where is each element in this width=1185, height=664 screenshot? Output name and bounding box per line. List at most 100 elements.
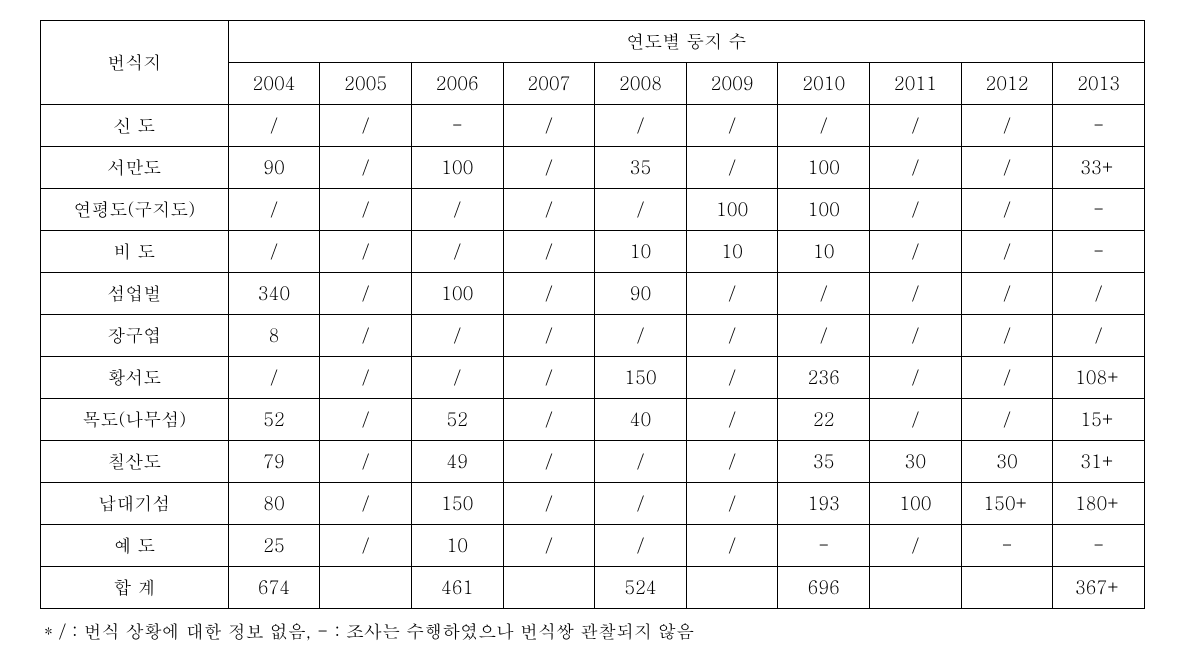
cell-value: / xyxy=(686,315,778,357)
cell-value: 35 xyxy=(595,147,687,189)
table-row: 섬업벌340/100/90///// xyxy=(41,273,1145,315)
cell-value: - xyxy=(1053,105,1145,147)
cell-value: 100 xyxy=(686,189,778,231)
cell-value: 193 xyxy=(778,483,870,525)
cell-value xyxy=(503,567,595,609)
cell-value: 100 xyxy=(778,147,870,189)
cell-value: 461 xyxy=(411,567,503,609)
cell-value: / xyxy=(503,357,595,399)
cell-value xyxy=(686,567,778,609)
cell-value: / xyxy=(870,525,962,567)
year-header: 2006 xyxy=(411,63,503,105)
cell-value: 10 xyxy=(778,231,870,273)
row-label: 연평도(구지도) xyxy=(41,189,229,231)
cell-value: 80 xyxy=(228,483,320,525)
cell-value: / xyxy=(503,147,595,189)
cell-value: / xyxy=(595,483,687,525)
cell-value: 340 xyxy=(228,273,320,315)
cell-value: 79 xyxy=(228,441,320,483)
cell-value: / xyxy=(503,483,595,525)
row-label: 서만도 xyxy=(41,147,229,189)
cell-value: / xyxy=(228,105,320,147)
table-row: 납대기섬80/150///193100150+180+ xyxy=(41,483,1145,525)
cell-value: 10 xyxy=(595,231,687,273)
cell-value: / xyxy=(503,231,595,273)
cell-value: - xyxy=(411,105,503,147)
cell-value: / xyxy=(686,525,778,567)
cell-value: 367+ xyxy=(1053,567,1145,609)
cell-value: 696 xyxy=(778,567,870,609)
cell-value: - xyxy=(961,525,1053,567)
cell-value: / xyxy=(686,441,778,483)
cell-value: / xyxy=(870,189,962,231)
cell-value: / xyxy=(503,105,595,147)
cell-value: / xyxy=(320,399,412,441)
cell-value: 15+ xyxy=(1053,399,1145,441)
cell-value: / xyxy=(503,189,595,231)
cell-value: 674 xyxy=(228,567,320,609)
cell-value: / xyxy=(320,189,412,231)
cell-value: / xyxy=(320,357,412,399)
cell-value: / xyxy=(870,273,962,315)
cell-value: 33+ xyxy=(1053,147,1145,189)
cell-value: / xyxy=(870,105,962,147)
cell-value: 10 xyxy=(686,231,778,273)
cell-value: / xyxy=(961,105,1053,147)
cell-value: / xyxy=(411,315,503,357)
cell-value: / xyxy=(870,399,962,441)
cell-value: 100 xyxy=(870,483,962,525)
cell-value: / xyxy=(961,357,1053,399)
year-header: 2013 xyxy=(1053,63,1145,105)
cell-value: - xyxy=(778,525,870,567)
cell-value: - xyxy=(1053,231,1145,273)
table-row: 신 도//-//////- xyxy=(41,105,1145,147)
row-label: 장구엽 xyxy=(41,315,229,357)
cell-value: 30 xyxy=(961,441,1053,483)
cell-value: 30 xyxy=(870,441,962,483)
cell-value: / xyxy=(778,315,870,357)
cell-value: / xyxy=(686,399,778,441)
cell-value: / xyxy=(961,315,1053,357)
table-row: 합 계674 461 524 696 367+ xyxy=(41,567,1145,609)
cell-value: / xyxy=(320,273,412,315)
cell-value: / xyxy=(411,357,503,399)
cell-value: / xyxy=(411,189,503,231)
table-row: 칠산도79/49///35303031+ xyxy=(41,441,1145,483)
table-row: 황서도////150/236//108+ xyxy=(41,357,1145,399)
cell-value: / xyxy=(320,315,412,357)
cell-value: 10 xyxy=(411,525,503,567)
cell-value: / xyxy=(961,399,1053,441)
cell-value: / xyxy=(595,525,687,567)
cell-value: / xyxy=(686,147,778,189)
cell-value: 49 xyxy=(411,441,503,483)
row-label: 예 도 xyxy=(41,525,229,567)
row-label: 황서도 xyxy=(41,357,229,399)
cell-value: / xyxy=(778,105,870,147)
cell-value: 25 xyxy=(228,525,320,567)
cell-value: / xyxy=(595,105,687,147)
column-group-header: 연도별 둥지 수 xyxy=(228,21,1144,63)
cell-value: - xyxy=(1053,189,1145,231)
cell-value: 22 xyxy=(778,399,870,441)
cell-value: / xyxy=(961,231,1053,273)
cell-value: 90 xyxy=(595,273,687,315)
table-row: 연평도(구지도)/////100100//- xyxy=(41,189,1145,231)
cell-value: / xyxy=(961,273,1053,315)
row-label: 합 계 xyxy=(41,567,229,609)
cell-value: / xyxy=(503,441,595,483)
cell-value: / xyxy=(503,399,595,441)
cell-value: / xyxy=(320,147,412,189)
cell-value: 40 xyxy=(595,399,687,441)
cell-value: / xyxy=(961,189,1053,231)
cell-value: - xyxy=(1053,525,1145,567)
cell-value: / xyxy=(778,273,870,315)
year-header: 2008 xyxy=(595,63,687,105)
cell-value: / xyxy=(320,231,412,273)
cell-value: 150 xyxy=(411,483,503,525)
cell-value: / xyxy=(320,525,412,567)
cell-value: 100 xyxy=(411,273,503,315)
cell-value: / xyxy=(595,441,687,483)
cell-value: 524 xyxy=(595,567,687,609)
year-header: 2010 xyxy=(778,63,870,105)
cell-value: / xyxy=(870,357,962,399)
